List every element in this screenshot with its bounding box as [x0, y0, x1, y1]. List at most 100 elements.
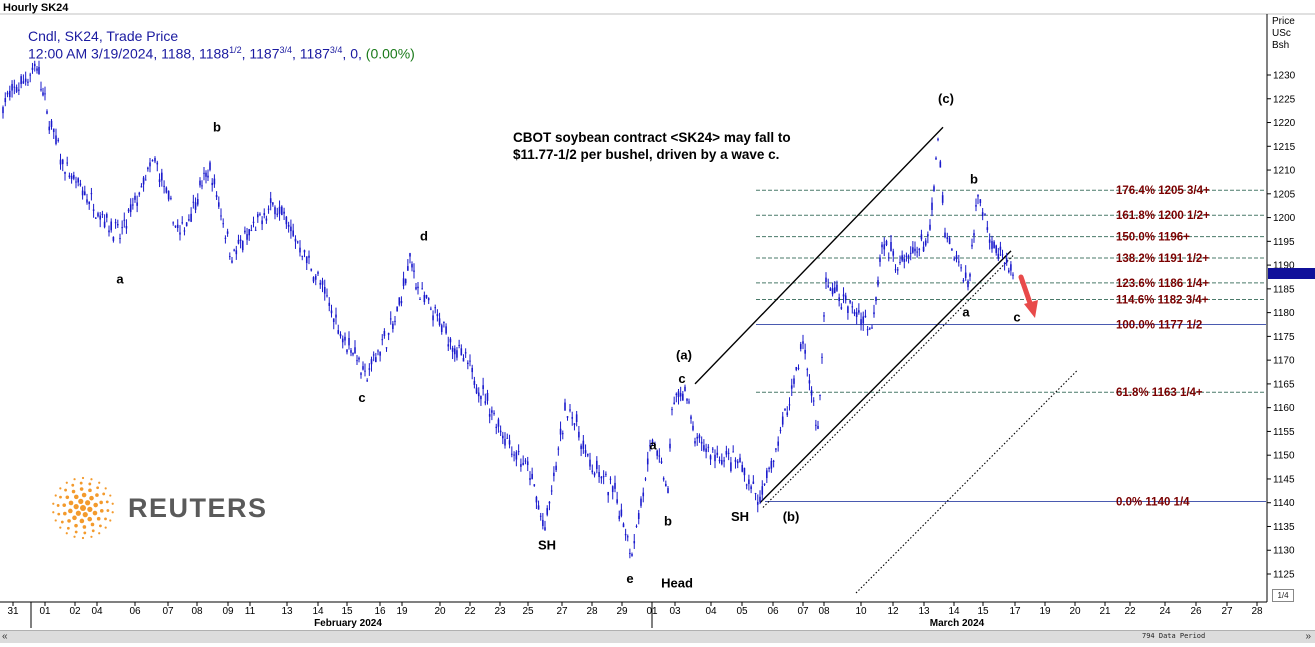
candle-body: [218, 202, 220, 207]
candle-body: [81, 190, 84, 196]
candle-body: [609, 478, 612, 480]
candle-body: [301, 255, 304, 257]
annotation-line-1: CBOT soybean contract <SK24> may fall to: [513, 130, 791, 145]
logo-dot: [105, 500, 109, 504]
logo-dot: [54, 494, 57, 497]
logo-dot: [82, 525, 87, 529]
y-tick-label: 1170: [1273, 356, 1295, 367]
logo-dot: [96, 486, 100, 490]
logo-dot: [99, 500, 103, 505]
candle-body: [838, 297, 840, 302]
scroll-right-icon[interactable]: »: [1305, 631, 1311, 642]
candle-body: [879, 257, 881, 262]
candle-body: [261, 220, 263, 225]
logo-dot: [104, 517, 107, 521]
candle-body: [979, 199, 982, 203]
candle-body: [640, 498, 642, 506]
wave-label: c: [358, 390, 365, 405]
logo-dot: [73, 504, 79, 510]
fraction-display-box[interactable]: 1/4: [1272, 589, 1294, 602]
y-tick-label: 1190: [1273, 261, 1295, 272]
candle-body: [354, 347, 356, 354]
candle-body: [629, 552, 631, 554]
candle-body: [772, 460, 775, 462]
candle-body: [473, 380, 476, 385]
candle-body: [922, 246, 925, 252]
candle-body: [226, 231, 229, 234]
candle-body: [651, 439, 654, 444]
candle-body: [46, 111, 48, 114]
wave-label: b: [970, 172, 978, 187]
candle-body: [246, 234, 248, 240]
logo-dot: [74, 523, 78, 528]
candle-body: [112, 236, 115, 241]
candle-body: [586, 453, 589, 456]
candle-body: [677, 391, 680, 398]
candle-body: [967, 280, 969, 288]
candle-body: [163, 185, 165, 187]
x-tick-label: 06: [129, 606, 141, 617]
candle-body: [194, 202, 197, 210]
candle-body: [50, 120, 53, 127]
candle-body: [598, 472, 600, 478]
trend-line: [759, 250, 1012, 504]
candle-body: [864, 315, 867, 318]
candle-body: [73, 174, 75, 179]
logo-dot: [79, 481, 83, 485]
candle-body: [176, 224, 179, 229]
candle-body: [190, 213, 192, 222]
candle-body: [709, 455, 712, 460]
x-tick-label: 23: [494, 606, 506, 617]
candle-body: [244, 230, 246, 233]
candle-body: [303, 250, 306, 253]
candle-body: [684, 386, 686, 392]
logo-dot: [92, 510, 98, 516]
candle-body: [548, 501, 551, 504]
logo-dot: [83, 531, 87, 535]
x-tick-label: 20: [1069, 606, 1081, 617]
candle-body: [669, 443, 671, 449]
logo-dot: [71, 483, 75, 487]
candle-body: [682, 393, 684, 401]
candle-body: [328, 302, 331, 306]
candle-body: [259, 213, 261, 215]
candle-body: [326, 295, 328, 297]
x-tick-label: 11: [245, 606, 256, 617]
candle-body: [362, 366, 364, 370]
logo-dot: [62, 503, 67, 507]
scroll-left-icon[interactable]: «: [2, 631, 8, 642]
candle-body: [823, 315, 825, 317]
x-tick-label: 13: [281, 606, 293, 617]
candle-body: [101, 213, 104, 215]
x-month-label: March 2024: [930, 618, 985, 629]
x-tick-label: 26: [1190, 606, 1202, 617]
candle-body: [522, 462, 524, 465]
y-tick-label: 1135: [1273, 522, 1295, 533]
candle-body: [955, 255, 958, 260]
x-tick-label: 22: [464, 606, 476, 617]
y-tick-label: 1220: [1273, 118, 1296, 129]
candle-body: [257, 214, 259, 218]
candle-body: [475, 387, 478, 394]
fib-label: 176.4% 1205 3/4+: [1116, 185, 1210, 197]
candle-body: [759, 496, 761, 502]
wave-label: SH: [538, 537, 556, 552]
candle-body: [622, 523, 625, 528]
candle-body: [84, 191, 86, 196]
candle-body: [825, 277, 827, 283]
candle-body: [707, 446, 710, 448]
logo-dot: [89, 495, 94, 501]
candle-body: [203, 172, 205, 174]
candle-body: [79, 183, 82, 186]
candle-body: [151, 159, 154, 162]
candle-body: [646, 458, 649, 465]
candle-body: [944, 232, 946, 238]
candle-body: [698, 435, 701, 439]
candle-body: [201, 185, 203, 187]
candle-body: [542, 519, 544, 526]
candle-body: [103, 221, 106, 228]
wave-label: SH: [731, 509, 749, 524]
candle-body: [398, 297, 401, 305]
candle-body: [544, 527, 546, 530]
horizontal-scrollbar[interactable]: « 794 Data Period »: [0, 630, 1315, 643]
